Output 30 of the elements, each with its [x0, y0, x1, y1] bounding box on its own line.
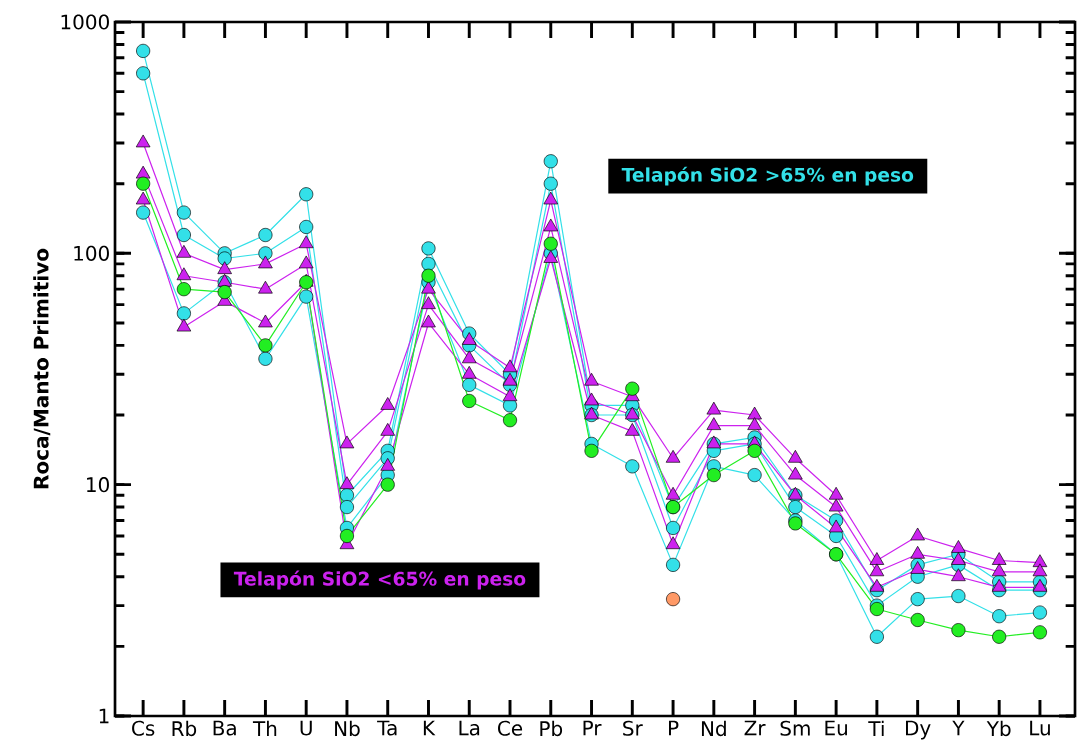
x-tick-label: Ta [377, 720, 397, 736]
x-tick-label: Pb [540, 720, 563, 737]
annotation: Telapón SiO2 <65% en peso [233, 570, 526, 590]
x-tick-label: Pr [583, 720, 602, 736]
annotation: Telapón SiO2 >65% en peso [621, 166, 914, 186]
y-tick-label: 10 [87, 477, 109, 493]
x-tick-label: Sm [780, 720, 810, 736]
x-tick-label: Ce [498, 720, 523, 736]
y-tick-label: 1000 [61, 14, 109, 30]
x-tick-label: Dy [906, 720, 931, 740]
x-tick-label: Nd [701, 720, 726, 737]
x-tick-label: U [300, 720, 312, 736]
x-tick-label: Rb [172, 720, 197, 737]
x-tick-label: Cs [132, 720, 155, 736]
y-tick-label: 1 [99, 708, 109, 724]
x-tick-label: La [459, 720, 480, 736]
x-tick-label: Yb [986, 720, 1011, 737]
x-tick-label: Y [952, 720, 965, 736]
x-tick-label: Sr [623, 720, 643, 736]
x-tick-label: Lu [1030, 720, 1050, 736]
x-tick-label: Nb [335, 720, 360, 737]
y-axis-title: Roca/Manto Primitivo [33, 248, 51, 489]
x-tick-label: K [423, 720, 436, 736]
x-tick-label: Ba [213, 720, 236, 736]
x-tick-label: Ti [868, 720, 884, 736]
x-tick-label: Eu [825, 720, 847, 736]
y-tick-label: 100 [74, 245, 109, 261]
x-tick-label: Zr [744, 720, 766, 736]
x-tick-label: Th [252, 720, 277, 736]
x-tick-label: P [669, 720, 679, 736]
